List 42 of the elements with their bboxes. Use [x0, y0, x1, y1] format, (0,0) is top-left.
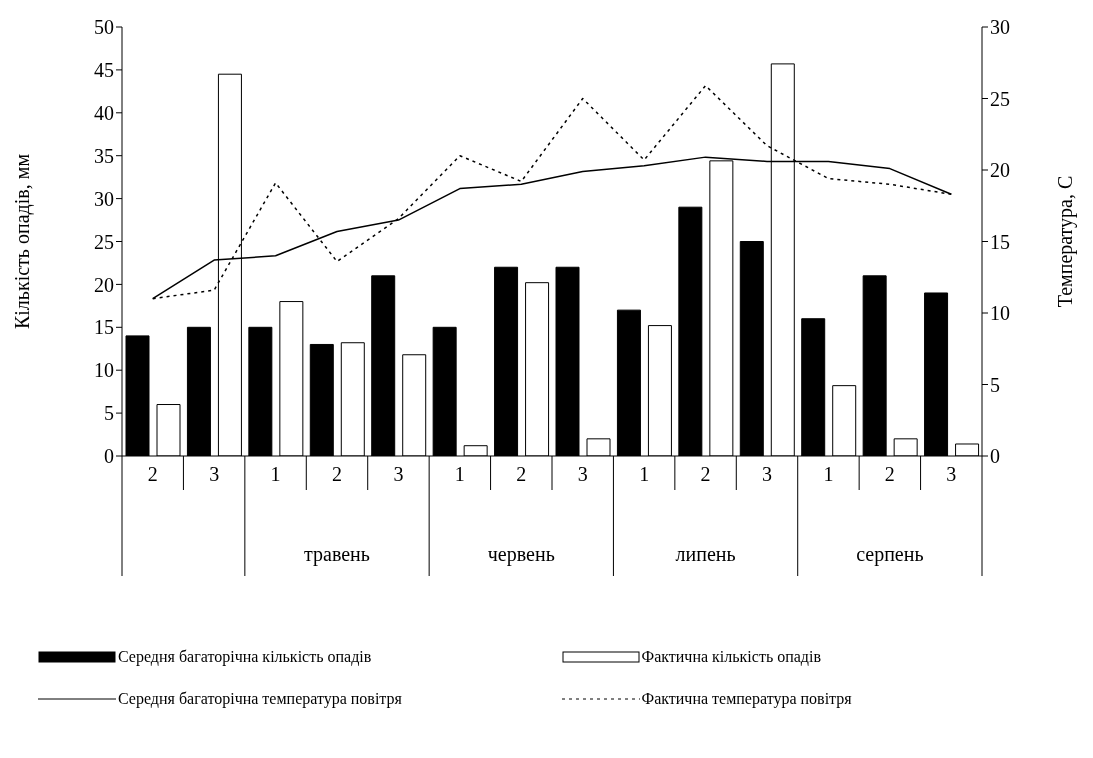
- y-tick-label: 20: [94, 273, 114, 296]
- legend-label: Середня багаторічна кількість опадів: [118, 648, 372, 666]
- x-tick-label: 3: [762, 463, 772, 485]
- y2-tick-label: 25: [990, 87, 1010, 110]
- y2-tick-label: 20: [990, 159, 1010, 182]
- legend-label: Середня багаторічна температура повітря: [118, 690, 402, 708]
- y-tick-label: 40: [94, 101, 114, 124]
- x-tick-label: 3: [946, 463, 957, 485]
- x-tick-label: 3: [577, 463, 588, 485]
- y-tick-label: 45: [94, 59, 114, 81]
- y2-axis-title: Температура, С: [1054, 175, 1078, 308]
- y-tick-label: 30: [94, 187, 114, 210]
- y-tick-label: 35: [94, 144, 114, 167]
- x-tick-label: 2: [332, 463, 342, 485]
- x-tick-label: 2: [147, 463, 158, 485]
- x-tick-label: 2: [884, 463, 895, 485]
- text: серпень: [856, 543, 924, 566]
- y2-tick-label: 15: [990, 230, 1010, 253]
- y2-tick-label: 0: [990, 445, 1000, 468]
- x-tick-label: 3: [209, 463, 220, 485]
- y-axis-title: Кількість опадів, мм: [11, 153, 35, 330]
- text: липень: [675, 543, 736, 565]
- y-tick-label: 50: [94, 16, 114, 39]
- x-tick-label: 1: [823, 463, 834, 485]
- legend-label: Фактична температура повітря: [641, 690, 852, 708]
- x-tick-label: 2: [700, 463, 711, 485]
- y-tick-label: 15: [94, 316, 114, 339]
- y-tick-label: 0: [104, 445, 114, 468]
- x-tick-label: 2: [516, 463, 527, 485]
- y2-tick-label: 30: [990, 16, 1010, 39]
- legend-label: Фактична кількість опадів: [641, 648, 821, 666]
- x-tick-label: 3: [393, 463, 404, 485]
- x-tick-label: 1: [454, 463, 465, 485]
- x-tick-label: 1: [270, 463, 281, 485]
- y-tick-label: 5: [104, 402, 114, 425]
- text: травень: [304, 543, 370, 566]
- y2-tick-label: 5: [990, 373, 1000, 396]
- x-tick-label: 1: [639, 463, 650, 485]
- y-tick-label: 25: [94, 230, 114, 253]
- y2-tick-label: 10: [990, 302, 1010, 325]
- y-tick-label: 10: [94, 359, 114, 382]
- text: червень: [487, 543, 555, 566]
